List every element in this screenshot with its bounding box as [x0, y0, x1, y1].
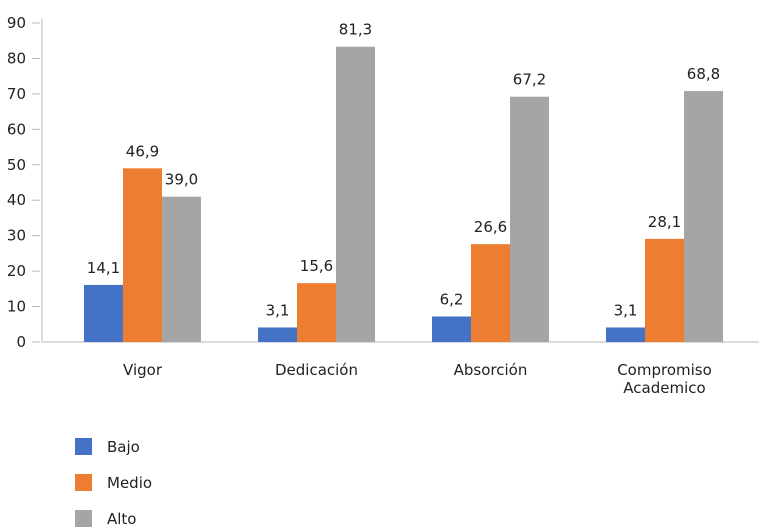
bar-alto [336, 46, 375, 343]
legend-label: Alto [107, 510, 137, 528]
bar-alto [684, 91, 723, 342]
legend-swatch-medio [75, 474, 92, 491]
y-tick-label: 50 [7, 156, 26, 174]
data-label: 14,1 [87, 259, 120, 277]
data-label: 81,3 [339, 21, 372, 39]
y-tick-label: 0 [16, 333, 26, 351]
bar-bajo [258, 327, 297, 342]
legend-swatch-bajo [75, 438, 92, 455]
legend-label: Medio [107, 474, 152, 492]
bar-medio [297, 283, 336, 342]
bar-bajo [84, 284, 123, 342]
bar-medio [123, 168, 162, 342]
legend: Bajo Medio Alto [75, 438, 152, 528]
data-label: 26,6 [474, 218, 507, 236]
category-label: Vigor [123, 361, 163, 379]
bar-bajo [432, 316, 471, 342]
y-tick-label: 10 [7, 298, 26, 316]
bar-alto [162, 196, 201, 342]
category-label: Absorción [454, 361, 528, 379]
data-label: 68,8 [687, 65, 720, 83]
bar-medio [645, 238, 684, 342]
y-tick-label: 80 [7, 49, 26, 67]
data-label: 3,1 [266, 301, 290, 319]
y-tick-label: 40 [7, 191, 26, 209]
data-label: 39,0 [165, 171, 198, 189]
legend-swatch-alto [75, 510, 92, 527]
data-label: 28,1 [648, 213, 681, 231]
data-label: 46,9 [126, 142, 159, 160]
category-label: Dedicación [275, 361, 358, 379]
data-label: 3,1 [614, 301, 638, 319]
x-axis: Vigor Dedicación Absorción CompromisoAcadem… [123, 361, 712, 397]
bar-medio [471, 244, 510, 342]
bar-bajo [606, 327, 645, 342]
y-tick-label: 60 [7, 120, 26, 138]
bar-alto [510, 96, 549, 342]
category-label: Compromiso [617, 361, 712, 379]
bars [84, 46, 723, 343]
data-label: 15,6 [300, 257, 333, 275]
y-tick-label: 30 [7, 227, 26, 245]
y-tick-label: 70 [7, 85, 26, 103]
data-label: 6,2 [440, 290, 464, 308]
legend-label: Bajo [107, 438, 140, 456]
category-label: Academico [623, 379, 705, 397]
data-label: 67,2 [513, 71, 546, 89]
y-tick-label: 90 [7, 14, 26, 32]
data-labels: 14,1 46,9 39,0 3,1 15,6 81,3 6,2 26,6 67,2 3,1 28,… [87, 21, 720, 320]
y-tick-label: 20 [7, 262, 26, 280]
